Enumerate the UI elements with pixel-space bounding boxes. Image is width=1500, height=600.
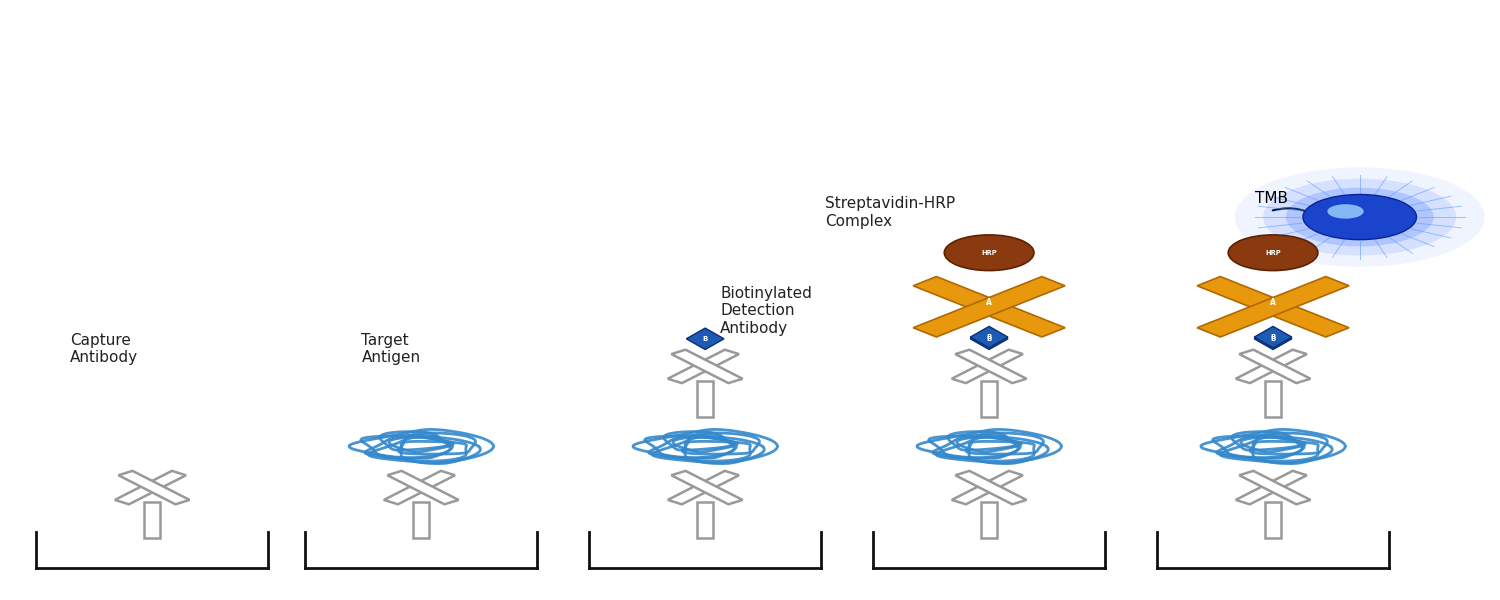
Text: TMB: TMB <box>1256 191 1288 206</box>
Polygon shape <box>144 502 160 538</box>
Circle shape <box>1328 204 1364 218</box>
Circle shape <box>1263 179 1456 256</box>
Polygon shape <box>956 350 1026 383</box>
Polygon shape <box>116 471 186 505</box>
Text: A: A <box>1270 298 1276 307</box>
Text: B: B <box>987 334 992 340</box>
Text: B: B <box>702 336 708 342</box>
Circle shape <box>1234 167 1485 267</box>
Polygon shape <box>1264 502 1281 538</box>
Polygon shape <box>970 326 1008 348</box>
Polygon shape <box>698 502 714 538</box>
Polygon shape <box>387 471 459 505</box>
Text: HRP: HRP <box>981 250 998 256</box>
Polygon shape <box>981 502 998 538</box>
Polygon shape <box>951 471 1023 505</box>
Text: B: B <box>1270 336 1275 342</box>
Polygon shape <box>118 471 189 505</box>
Polygon shape <box>687 328 724 350</box>
Text: Capture
Antibody: Capture Antibody <box>70 333 138 365</box>
Circle shape <box>1304 194 1416 239</box>
Polygon shape <box>384 471 454 505</box>
Polygon shape <box>1197 277 1348 337</box>
Polygon shape <box>1254 328 1292 350</box>
Text: B: B <box>987 336 992 342</box>
Polygon shape <box>1197 277 1348 337</box>
Polygon shape <box>672 350 742 383</box>
Polygon shape <box>981 381 998 416</box>
Polygon shape <box>698 381 714 416</box>
Polygon shape <box>951 350 1023 383</box>
Circle shape <box>1286 188 1434 247</box>
Polygon shape <box>1264 381 1281 416</box>
Polygon shape <box>668 350 740 383</box>
Polygon shape <box>914 277 1065 337</box>
Polygon shape <box>1236 471 1306 505</box>
Text: A: A <box>986 298 992 307</box>
Text: Biotinylated
Detection
Antibody: Biotinylated Detection Antibody <box>720 286 812 335</box>
Polygon shape <box>956 471 1026 505</box>
Text: HRP: HRP <box>1264 250 1281 256</box>
Text: B: B <box>1270 334 1275 340</box>
Circle shape <box>945 235 1034 271</box>
Polygon shape <box>1239 471 1311 505</box>
Polygon shape <box>413 502 429 538</box>
Text: Target
Antigen: Target Antigen <box>362 333 420 365</box>
Polygon shape <box>672 471 742 505</box>
Polygon shape <box>914 277 1065 337</box>
Text: Streptavidin-HRP
Complex: Streptavidin-HRP Complex <box>825 196 956 229</box>
Polygon shape <box>1254 326 1292 348</box>
Polygon shape <box>668 471 740 505</box>
Polygon shape <box>1236 350 1306 383</box>
Polygon shape <box>970 328 1008 350</box>
Polygon shape <box>1239 350 1311 383</box>
Circle shape <box>1228 235 1318 271</box>
